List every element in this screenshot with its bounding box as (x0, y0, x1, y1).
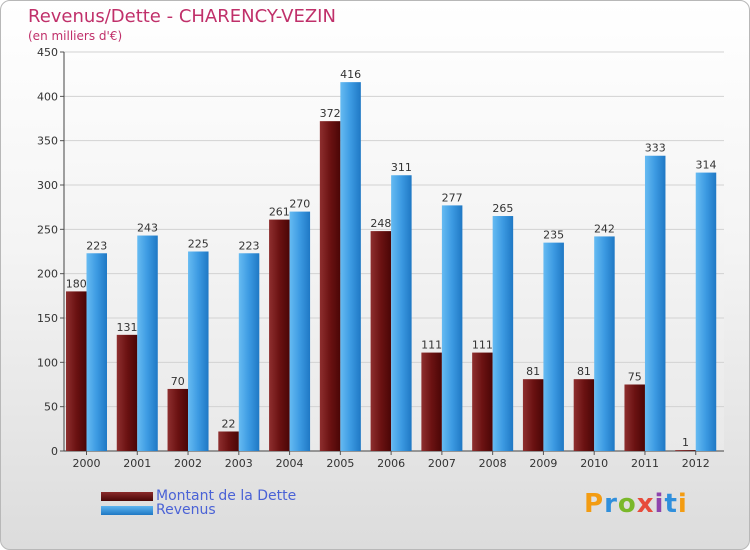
bar-dette (522, 379, 544, 451)
bar-label-revenus: 235 (543, 229, 564, 242)
legend-swatch-dette (101, 491, 153, 501)
bar-revenus (289, 211, 311, 451)
x-tick-label: 2001 (123, 457, 151, 470)
bar-label-dette: 131 (117, 321, 138, 334)
bar-dette (167, 388, 189, 451)
bar-dette (675, 450, 696, 451)
bar-label-revenus: 265 (492, 202, 513, 215)
y-tick-label: 0 (51, 445, 58, 458)
bar-revenus (441, 205, 463, 451)
legend-label-dette: Montant de la Dette (156, 488, 297, 504)
y-tick-label: 350 (37, 135, 58, 148)
x-tick-label: 2012 (682, 457, 710, 470)
bar-label-dette: 111 (472, 339, 493, 352)
y-tick-label: 300 (37, 179, 58, 192)
logo-letter: x (636, 489, 655, 519)
bar-label-revenus: 225 (188, 238, 209, 251)
bar-revenus (492, 216, 514, 451)
bar-label-revenus: 314 (695, 159, 716, 172)
bar-revenus (340, 82, 361, 451)
legend-item-dette: Montant de la Dette (101, 488, 297, 504)
bar-revenus (137, 235, 158, 451)
bar-dette (319, 121, 341, 451)
x-tick-label: 2010 (580, 457, 608, 470)
logo-letter: i (677, 489, 688, 519)
bar-label-dette: 75 (628, 371, 642, 384)
logo-letter: t (664, 489, 678, 519)
x-tick-label: 2011 (631, 457, 659, 470)
bar-label-dette: 1 (682, 436, 689, 449)
logo-letter: i (654, 489, 665, 519)
y-tick-label: 400 (37, 90, 58, 103)
bar-revenus (188, 251, 209, 451)
bar-label-revenus: 333 (645, 142, 666, 155)
bar-dette (370, 231, 392, 451)
x-tick-label: 2007 (428, 457, 456, 470)
x-tick-label: 2000 (73, 457, 101, 470)
bar-dette (624, 384, 645, 451)
bar-revenus (594, 236, 615, 451)
x-tick-label: 2006 (377, 457, 405, 470)
bar-label-revenus: 223 (239, 239, 260, 252)
bar-label-revenus: 311 (391, 161, 412, 174)
y-tick-label: 150 (37, 312, 58, 325)
x-tick-label: 2002 (174, 457, 202, 470)
bar-label-dette: 22 (222, 417, 236, 430)
bar-dette (116, 334, 138, 451)
y-tick-label: 250 (37, 223, 58, 236)
bar-label-revenus: 270 (289, 198, 310, 211)
logo-letter: r (604, 489, 618, 519)
y-tick-label: 200 (37, 268, 58, 281)
proxiti-logo: Proxiti (584, 489, 688, 519)
bar-dette (66, 291, 87, 451)
bar-dette (269, 219, 290, 451)
bar-label-dette: 70 (171, 375, 185, 388)
bar-revenus (543, 242, 564, 451)
bar-label-revenus: 242 (594, 222, 615, 235)
bar-dette (218, 431, 239, 451)
bar-label-revenus: 243 (137, 222, 158, 235)
bar-label-dette: 111 (421, 339, 442, 352)
chart-subtitle: (en milliers d'€) (28, 29, 123, 43)
bar-label-dette: 261 (269, 206, 290, 219)
x-tick-label: 2008 (479, 457, 507, 470)
bar-label-dette: 372 (320, 107, 341, 120)
bar-label-revenus: 416 (340, 68, 361, 81)
bar-label-revenus: 277 (442, 191, 463, 204)
bar-label-dette: 180 (66, 277, 87, 290)
bar-label-dette: 248 (370, 217, 391, 230)
bar-dette (472, 352, 493, 451)
y-tick-label: 50 (44, 401, 58, 414)
bar-label-revenus: 223 (86, 239, 107, 252)
x-tick-label: 2004 (276, 457, 304, 470)
bar-label-dette: 81 (577, 365, 591, 378)
x-tick-label: 2003 (225, 457, 253, 470)
legend-label-revenus: Revenus (156, 502, 216, 518)
bar-dette (573, 379, 595, 451)
bar-dette (421, 352, 442, 451)
bar-revenus (391, 175, 412, 451)
logo-letter: o (617, 489, 637, 519)
x-tick-label: 2009 (529, 457, 557, 470)
chart-title: Revenus/Dette - CHARENCY-VEZIN (28, 6, 336, 27)
logo-letter: P (584, 489, 605, 519)
bar-revenus (238, 253, 260, 451)
bar-revenus (695, 172, 717, 451)
bar-revenus (644, 155, 666, 452)
bar-label-dette: 81 (526, 365, 540, 378)
bar-revenus (86, 253, 107, 451)
y-tick-label: 450 (37, 46, 58, 59)
y-tick-label: 100 (37, 356, 58, 369)
legend-item-revenus: Revenus (101, 502, 216, 518)
x-tick-label: 2005 (326, 457, 354, 470)
legend-swatch-revenus (101, 505, 153, 515)
